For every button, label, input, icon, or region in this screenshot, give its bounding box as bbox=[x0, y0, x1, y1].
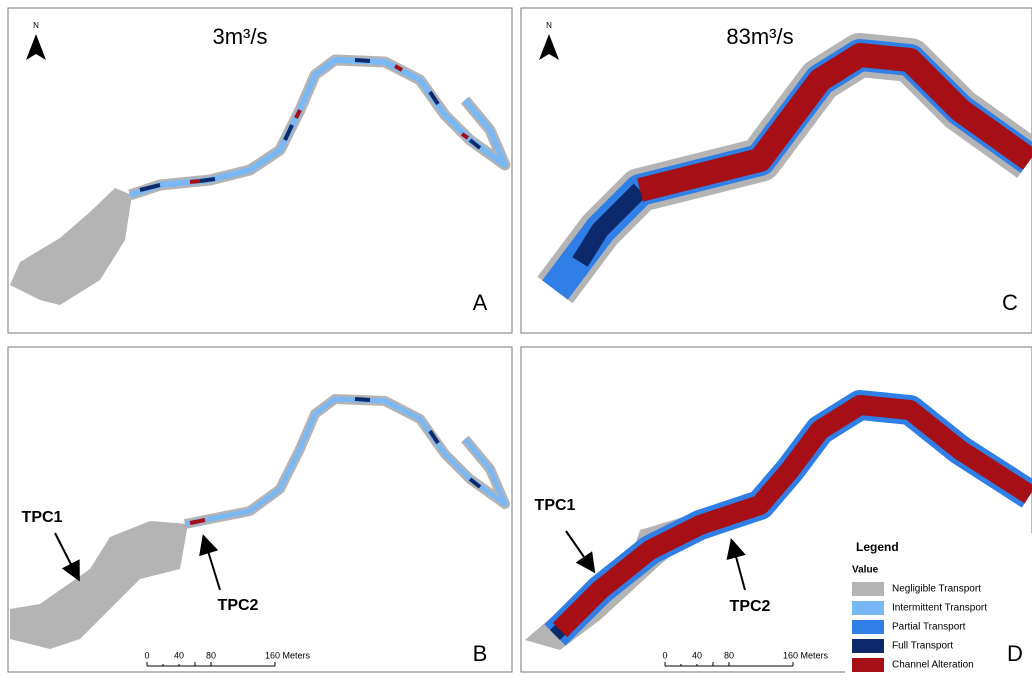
north-label: N bbox=[33, 21, 39, 30]
scale-label: 160 Meters bbox=[783, 650, 829, 660]
arrow bbox=[54, 532, 80, 582]
river-map bbox=[525, 390, 1032, 650]
site-label: TPC1 bbox=[535, 497, 576, 514]
legend: Legend Value Negligible Transport Intermi… bbox=[845, 533, 1032, 675]
legend-label: Channel Alteration bbox=[892, 660, 974, 671]
legend-title: Legend bbox=[856, 540, 899, 554]
scale-label: 40 bbox=[174, 650, 184, 660]
flow-label: 83m³/s bbox=[726, 24, 793, 49]
site-label: TPC2 bbox=[218, 597, 259, 614]
river-map bbox=[10, 394, 510, 649]
north-label: N bbox=[546, 21, 552, 30]
site-label: TPC2 bbox=[730, 598, 771, 615]
legend-label: Partial Transport bbox=[892, 622, 966, 633]
scale-label: 80 bbox=[724, 650, 734, 660]
scale-label: 80 bbox=[206, 650, 216, 660]
panel-letter: D bbox=[1007, 641, 1023, 666]
legend-swatch bbox=[852, 658, 884, 672]
panel-letter: A bbox=[473, 290, 488, 315]
legend-label: Full Transport bbox=[892, 641, 953, 652]
scale-bar: 0 40 80 160 Meters bbox=[662, 650, 829, 667]
site-label: TPC1 bbox=[22, 509, 63, 526]
legend-swatch bbox=[852, 639, 884, 653]
legend-subtitle: Value bbox=[852, 565, 879, 576]
flow-label: 3m³/s bbox=[213, 24, 268, 49]
arrow bbox=[726, 538, 746, 591]
scale-label: 40 bbox=[692, 650, 702, 660]
arrow bbox=[199, 534, 221, 591]
panel-letter: B bbox=[473, 641, 488, 666]
scale-bar: 0 40 80 160 Meters bbox=[144, 650, 311, 667]
legend-label: Intermittent Transport bbox=[892, 603, 987, 614]
scale-label: 160 Meters bbox=[265, 650, 311, 660]
scale-label: 0 bbox=[662, 650, 667, 660]
legend-swatch bbox=[852, 601, 884, 615]
scale-label: 0 bbox=[144, 650, 149, 660]
arrow bbox=[565, 530, 596, 574]
legend-label: Negligible Transport bbox=[892, 584, 981, 595]
panel-letter: C bbox=[1002, 290, 1018, 315]
legend-swatch bbox=[852, 582, 884, 596]
legend-swatch bbox=[852, 620, 884, 634]
